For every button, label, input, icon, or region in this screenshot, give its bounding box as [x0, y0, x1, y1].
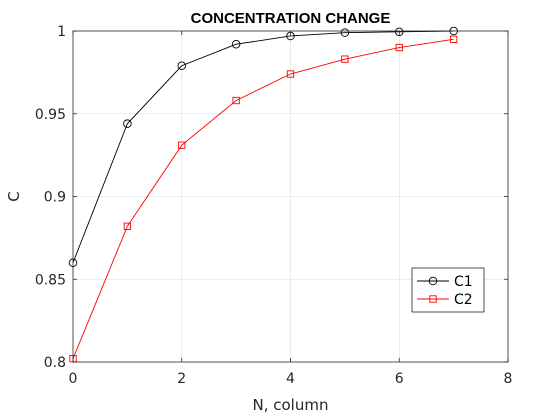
y-tick-label: 0.9	[44, 190, 66, 206]
legend-label: C1	[454, 274, 473, 290]
y-tick-label: 1	[57, 24, 66, 40]
y-tick-label: 0.8	[44, 355, 66, 371]
x-tick-label: 6	[395, 371, 404, 387]
legend-box	[412, 268, 484, 312]
x-tick-label: 2	[177, 371, 186, 387]
y-tick-label: 0.85	[35, 272, 66, 288]
x-axis-label: N, column	[253, 396, 329, 414]
x-tick-label: 0	[69, 371, 78, 387]
chart-title: CONCENTRATION CHANGE	[191, 10, 391, 27]
x-tick-label: 8	[504, 371, 513, 387]
legend-label: C2	[454, 292, 473, 308]
y-axis-label: C	[5, 191, 23, 201]
x-tick-label: 4	[286, 371, 295, 387]
y-tick-label: 0.95	[35, 107, 66, 123]
